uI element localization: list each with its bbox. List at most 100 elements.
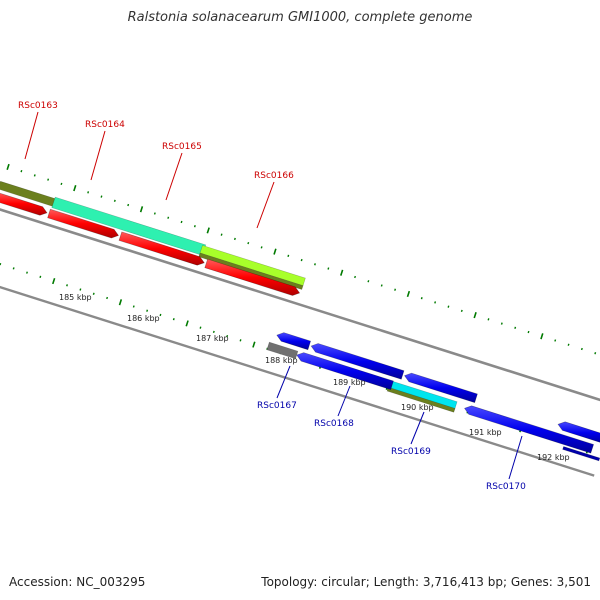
genes-value: 3,501 bbox=[556, 575, 591, 589]
tick-mark bbox=[380, 284, 383, 287]
gene-label-forward: RSc0163 bbox=[18, 101, 58, 111]
tick-mark bbox=[106, 296, 109, 300]
length-label: Length: bbox=[373, 575, 420, 589]
tick-mark bbox=[300, 258, 303, 262]
tick-mark bbox=[100, 195, 103, 198]
feature-bar bbox=[386, 386, 456, 413]
tick-mark bbox=[26, 271, 28, 274]
cds-arrow-reverse bbox=[557, 421, 600, 443]
genes-label: Genes: bbox=[510, 575, 553, 589]
tick-mark bbox=[159, 313, 162, 317]
topology-value: circular bbox=[321, 575, 366, 589]
tick-mark bbox=[487, 318, 490, 321]
cds-arrow-reverse bbox=[310, 343, 405, 380]
tick-mark bbox=[220, 233, 223, 236]
gene-leader-line bbox=[508, 435, 523, 480]
tick-mark bbox=[527, 330, 530, 334]
genome-stats: Topology: circular; Length: 3,716,413 bp… bbox=[261, 575, 591, 589]
feature-track bbox=[0, 180, 600, 462]
tick-mark bbox=[47, 178, 50, 181]
genome-title: Ralstonia solanacearum GMI1000, complete… bbox=[127, 10, 473, 25]
scale-tick-label: 190 kbp bbox=[401, 403, 434, 412]
tick-mark bbox=[73, 185, 77, 192]
gene-leader-line bbox=[276, 365, 291, 399]
tick-mark bbox=[79, 288, 82, 291]
tick-mark bbox=[367, 280, 370, 283]
accession-value: NC_003295 bbox=[76, 575, 146, 589]
tick-mark bbox=[60, 182, 63, 186]
gene-leader-line bbox=[90, 130, 106, 181]
tick-mark bbox=[153, 212, 156, 215]
tick-mark bbox=[193, 225, 196, 228]
tick-mark bbox=[6, 163, 10, 171]
tick-mark bbox=[199, 326, 202, 329]
tick-mark bbox=[273, 248, 277, 255]
cds-arrow-forward bbox=[47, 208, 119, 239]
tick-mark bbox=[52, 277, 56, 285]
tick-mark bbox=[180, 220, 183, 224]
tick-mark bbox=[287, 254, 290, 258]
gene-label-forward: RSc0164 bbox=[85, 120, 125, 130]
tick-mark bbox=[66, 284, 69, 287]
scale-tick-label: 185 kbp bbox=[59, 293, 92, 302]
cds-arrow-reverse bbox=[464, 405, 594, 454]
tick-mark bbox=[127, 203, 130, 207]
tick-mark bbox=[567, 343, 570, 346]
backbone-line bbox=[0, 285, 595, 477]
tick-mark bbox=[260, 246, 263, 249]
scale-tick-label: 192 kbp bbox=[537, 453, 570, 462]
scale-tick-label: 191 kbp bbox=[469, 428, 502, 437]
genome-backbone bbox=[0, 208, 600, 477]
backbone-line bbox=[0, 208, 600, 402]
gene-leader-line bbox=[24, 111, 39, 160]
tick-mark bbox=[473, 312, 477, 319]
accession-info: Accession: NC_003295 bbox=[9, 575, 145, 589]
scale-tick-marks bbox=[0, 163, 600, 456]
tick-mark bbox=[447, 305, 450, 308]
cds-arrow-reverse bbox=[296, 352, 394, 390]
tick-mark bbox=[12, 267, 15, 270]
tick-mark bbox=[554, 339, 557, 342]
feature-bar bbox=[562, 446, 600, 462]
tick-mark bbox=[39, 275, 42, 279]
accession-label: Accession: bbox=[9, 575, 73, 589]
tick-mark bbox=[206, 227, 210, 234]
tick-mark bbox=[113, 199, 116, 202]
tick-mark bbox=[354, 275, 357, 279]
cds-arrow-forward bbox=[0, 192, 48, 216]
scale-tick-label: 188 kbp bbox=[265, 356, 298, 365]
tick-mark bbox=[460, 309, 463, 313]
feature-bar bbox=[266, 341, 299, 360]
tick-mark bbox=[172, 318, 175, 321]
cds-arrow-reverse bbox=[404, 372, 478, 403]
scale-tick-label: 187 kbp bbox=[196, 334, 229, 343]
tick-mark bbox=[394, 288, 397, 291]
tick-mark bbox=[92, 292, 95, 295]
tick-mark bbox=[20, 170, 23, 173]
tick-mark bbox=[0, 262, 2, 266]
length-value: 3,716,413 bp bbox=[422, 575, 503, 589]
cds-arrow-reverse bbox=[276, 332, 311, 351]
gene-leader-line bbox=[337, 385, 351, 417]
tick-mark bbox=[87, 191, 90, 194]
gene-leader-line bbox=[165, 152, 183, 201]
tick-mark bbox=[33, 174, 36, 177]
gene-leader-line bbox=[410, 411, 425, 445]
cds-track bbox=[0, 192, 600, 454]
feature-bar bbox=[198, 252, 304, 290]
gene-label-forward: RSc0165 bbox=[162, 142, 202, 152]
tick-mark bbox=[139, 206, 144, 213]
scale-tick-label: 189 kbp bbox=[333, 378, 366, 387]
tick-mark bbox=[132, 305, 135, 308]
gene-leader-line bbox=[256, 181, 275, 229]
tick-mark bbox=[247, 241, 250, 245]
tick-mark bbox=[233, 237, 236, 241]
tick-mark bbox=[314, 263, 316, 266]
tick-mark bbox=[434, 301, 437, 304]
scale-tick-label: 186 kbp bbox=[127, 314, 160, 323]
topology-label: Topology: bbox=[261, 575, 318, 589]
tick-mark bbox=[185, 320, 189, 327]
tick-mark bbox=[594, 352, 597, 355]
